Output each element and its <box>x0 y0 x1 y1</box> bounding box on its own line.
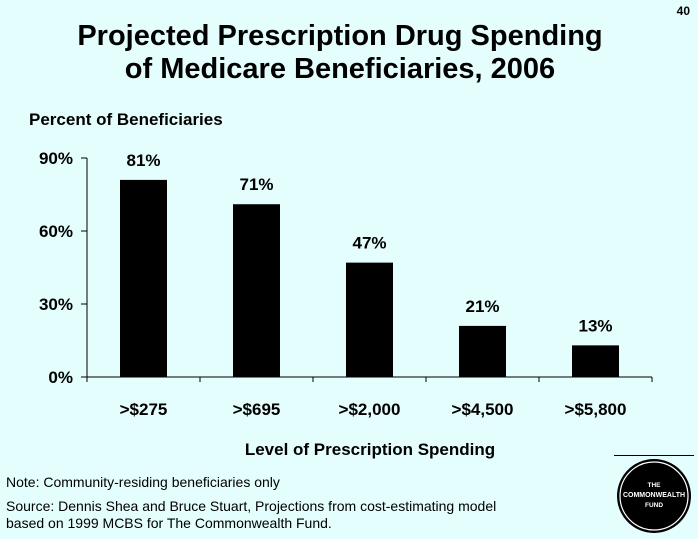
bar-value-label: 47% <box>352 234 386 253</box>
note-text: Note: Community-residing beneficiaries o… <box>6 474 280 490</box>
bar <box>346 262 393 377</box>
x-tick-label: >$695 <box>233 400 281 419</box>
x-tick-label: >$4,500 <box>452 400 514 419</box>
y-tick-label: 0% <box>48 368 73 387</box>
title-line-1: Projected Prescription Drug Spending <box>77 20 603 52</box>
logo-line-3: FUND <box>645 502 663 509</box>
bar <box>572 345 619 377</box>
bar-value-label: 71% <box>239 175 273 194</box>
y-tick-label: 60% <box>39 222 73 241</box>
logo-divider <box>614 455 694 456</box>
bar-value-label: 13% <box>578 316 612 335</box>
axes: 0% 30% 60% 90% <box>39 149 653 387</box>
x-axis-label: Level of Prescription Spending <box>245 440 495 459</box>
x-tick-label: >$275 <box>120 400 168 419</box>
bar-chart: Percent of Beneficiaries Level of Prescr… <box>29 110 653 459</box>
source-line-1: Source: Dennis Shea and Bruce Stuart, Pr… <box>6 498 497 514</box>
x-tick-label: >$2,000 <box>339 400 401 419</box>
y-axis-label: Percent of Beneficiaries <box>29 110 223 129</box>
bar <box>459 325 506 377</box>
bar <box>233 204 280 377</box>
bar-value-label: 81% <box>126 151 160 170</box>
commonwealth-fund-logo: THE COMMONWEALTH FUND <box>617 459 691 533</box>
bar-value-label: 21% <box>465 297 499 316</box>
title-line-2: of Medicare Beneficiaries, 2006 <box>124 53 556 85</box>
source-line-2: based on 1999 MCBS for The Commonwealth … <box>6 515 332 531</box>
page-number: 40 <box>676 4 690 18</box>
x-tick-label: >$5,800 <box>565 400 627 419</box>
y-tick-label: 30% <box>39 295 73 314</box>
logo-line-2: COMMONWEALTH <box>623 492 685 499</box>
bar <box>120 179 167 377</box>
logo-line-1: THE <box>648 482 662 489</box>
chart-title: Projected Prescription Drug Spending of … <box>0 20 680 86</box>
y-tick-label: 90% <box>39 149 73 168</box>
bars: 81% >$275 71% >$695 47% >$2,000 21% >$4,500 13% >… <box>120 151 627 419</box>
source-text: Source: Dennis Shea and Bruce Stuart, Pr… <box>6 498 596 532</box>
